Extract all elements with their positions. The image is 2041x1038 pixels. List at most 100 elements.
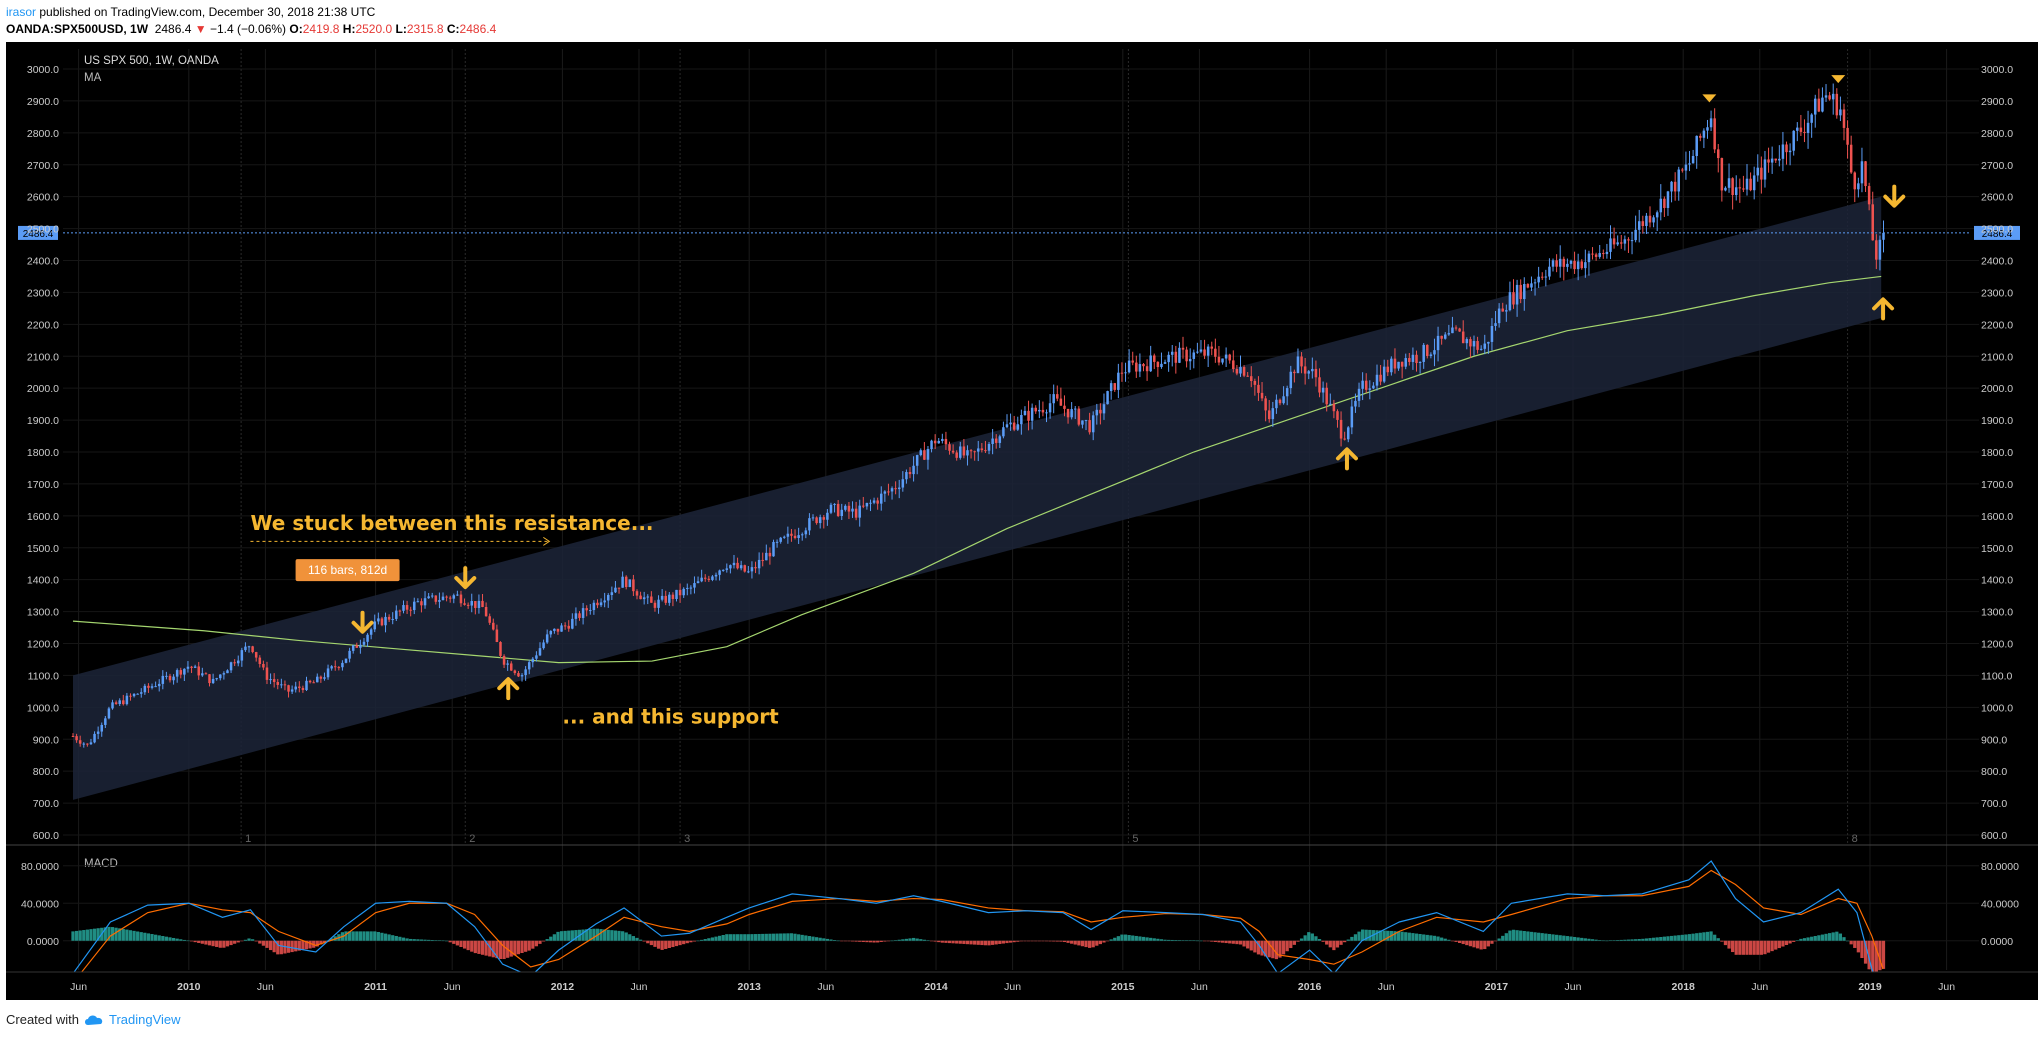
candle-body bbox=[682, 588, 685, 596]
candle-body bbox=[1670, 181, 1673, 192]
macd-hist-bar bbox=[355, 931, 359, 941]
candle-body bbox=[351, 645, 355, 651]
candle-body bbox=[707, 578, 711, 580]
candle-body bbox=[161, 675, 165, 684]
candle-body bbox=[1436, 335, 1440, 351]
macd-hist-bar bbox=[570, 930, 574, 941]
candle-body bbox=[890, 488, 894, 492]
macd-hist-bar bbox=[294, 940, 298, 952]
candle-body bbox=[172, 676, 175, 681]
macd-hist-bar bbox=[1544, 933, 1548, 941]
macd-hist-bar bbox=[139, 932, 143, 941]
macd-hist-bar bbox=[1705, 931, 1710, 941]
macd-hist-bar bbox=[908, 938, 912, 941]
macd-hist-bar bbox=[1554, 934, 1559, 941]
macd-hist-bar bbox=[247, 938, 251, 941]
candle-body bbox=[1720, 158, 1724, 191]
tradingview-link[interactable]: TradingView bbox=[108, 1012, 181, 1027]
candle-body bbox=[1770, 158, 1774, 163]
candle-body bbox=[1357, 388, 1361, 401]
macd-hist-bar bbox=[365, 931, 370, 941]
macd-line bbox=[72, 860, 1884, 998]
candle-body bbox=[1828, 95, 1831, 100]
price-tick-right: 1600.0 bbox=[1981, 511, 2013, 523]
macd-hist-bar bbox=[1436, 936, 1440, 941]
price-tick-left: 1500.0 bbox=[27, 543, 59, 555]
macd-hist-bar bbox=[380, 932, 384, 941]
macd-hist-bar bbox=[1871, 940, 1875, 974]
candle-body bbox=[725, 568, 729, 570]
macd-hist-bar bbox=[983, 940, 988, 946]
candle-body bbox=[1063, 405, 1066, 409]
macd-hist-bar bbox=[1806, 937, 1810, 941]
macd-hist-bar bbox=[1519, 930, 1523, 941]
candle-body bbox=[1796, 127, 1799, 131]
candle-body bbox=[621, 576, 624, 588]
candle-body bbox=[1095, 409, 1099, 416]
macd-hist-bar bbox=[110, 927, 115, 941]
macd-hist-bar bbox=[498, 940, 503, 959]
macd-hist-bar bbox=[520, 940, 524, 954]
close-label: C: bbox=[446, 22, 460, 36]
candle-body bbox=[1871, 204, 1874, 241]
candle-body bbox=[639, 595, 642, 600]
macd-hist-bar bbox=[674, 940, 679, 947]
candle-body bbox=[236, 660, 240, 664]
macd-hist-bar bbox=[1357, 931, 1361, 941]
candle-body bbox=[689, 587, 693, 589]
macd-hist-bar bbox=[1587, 938, 1591, 941]
candle-body bbox=[405, 605, 409, 610]
macd-hist-bar bbox=[516, 940, 521, 955]
macd-hist-bar bbox=[1264, 940, 1268, 957]
candle-body bbox=[1709, 118, 1713, 128]
candle-body bbox=[445, 596, 448, 598]
macd-hist-bar bbox=[1386, 930, 1390, 941]
macd-hist-bar bbox=[545, 939, 549, 941]
macd-hist-bar bbox=[1716, 938, 1720, 941]
price-tick-left: 2600.0 bbox=[27, 192, 59, 204]
candle-body bbox=[168, 675, 172, 681]
macd-hist-bar bbox=[1828, 933, 1832, 941]
macd-hist-bar bbox=[502, 940, 506, 960]
macd-hist-bar bbox=[121, 928, 125, 941]
macd-hist-bar bbox=[1583, 938, 1587, 941]
candle-body bbox=[1106, 391, 1109, 405]
candle-body bbox=[840, 509, 844, 516]
macd-hist-bar bbox=[1116, 936, 1120, 941]
candle-body bbox=[1634, 229, 1637, 241]
time-tick: Jun bbox=[444, 981, 461, 993]
time-tick: Jun bbox=[1004, 981, 1021, 993]
macd-hist-bar bbox=[1098, 940, 1103, 945]
candle-body bbox=[1059, 398, 1063, 406]
candle-body bbox=[1379, 374, 1382, 382]
macd-hist-bar bbox=[635, 937, 639, 941]
candle-body bbox=[1404, 358, 1407, 367]
candle-body bbox=[1020, 415, 1023, 425]
macd-hist-bar bbox=[531, 940, 535, 949]
candle-body bbox=[369, 629, 373, 635]
candle-body bbox=[768, 552, 772, 557]
macd-hist-bar bbox=[78, 930, 82, 941]
candle-body bbox=[1300, 356, 1303, 367]
price-tick-right: 1200.0 bbox=[1981, 639, 2013, 651]
macd-hist-bar bbox=[125, 929, 129, 941]
price-tick-left: 600.0 bbox=[33, 830, 59, 842]
macd-hist-bar bbox=[1368, 929, 1372, 941]
candle-body bbox=[305, 680, 308, 691]
macd-hist-bar bbox=[1167, 939, 1171, 941]
candle-body bbox=[1433, 350, 1436, 355]
candle-body bbox=[1842, 109, 1846, 128]
macd-hist-bar bbox=[1623, 939, 1627, 941]
author-link[interactable]: irasor bbox=[6, 5, 37, 19]
macd-hist-bar bbox=[150, 934, 154, 941]
last-price-tag-right bbox=[1974, 225, 2020, 240]
macd-hist-bar bbox=[265, 940, 269, 948]
macd-hist-bar bbox=[279, 940, 283, 955]
arrow-head bbox=[1872, 297, 1895, 311]
macd-hist-bar bbox=[775, 933, 779, 941]
candle-body bbox=[492, 622, 495, 630]
candle-body bbox=[488, 616, 491, 623]
macd-hist-bar bbox=[1422, 934, 1426, 941]
macd-hist-bar bbox=[1429, 935, 1433, 941]
